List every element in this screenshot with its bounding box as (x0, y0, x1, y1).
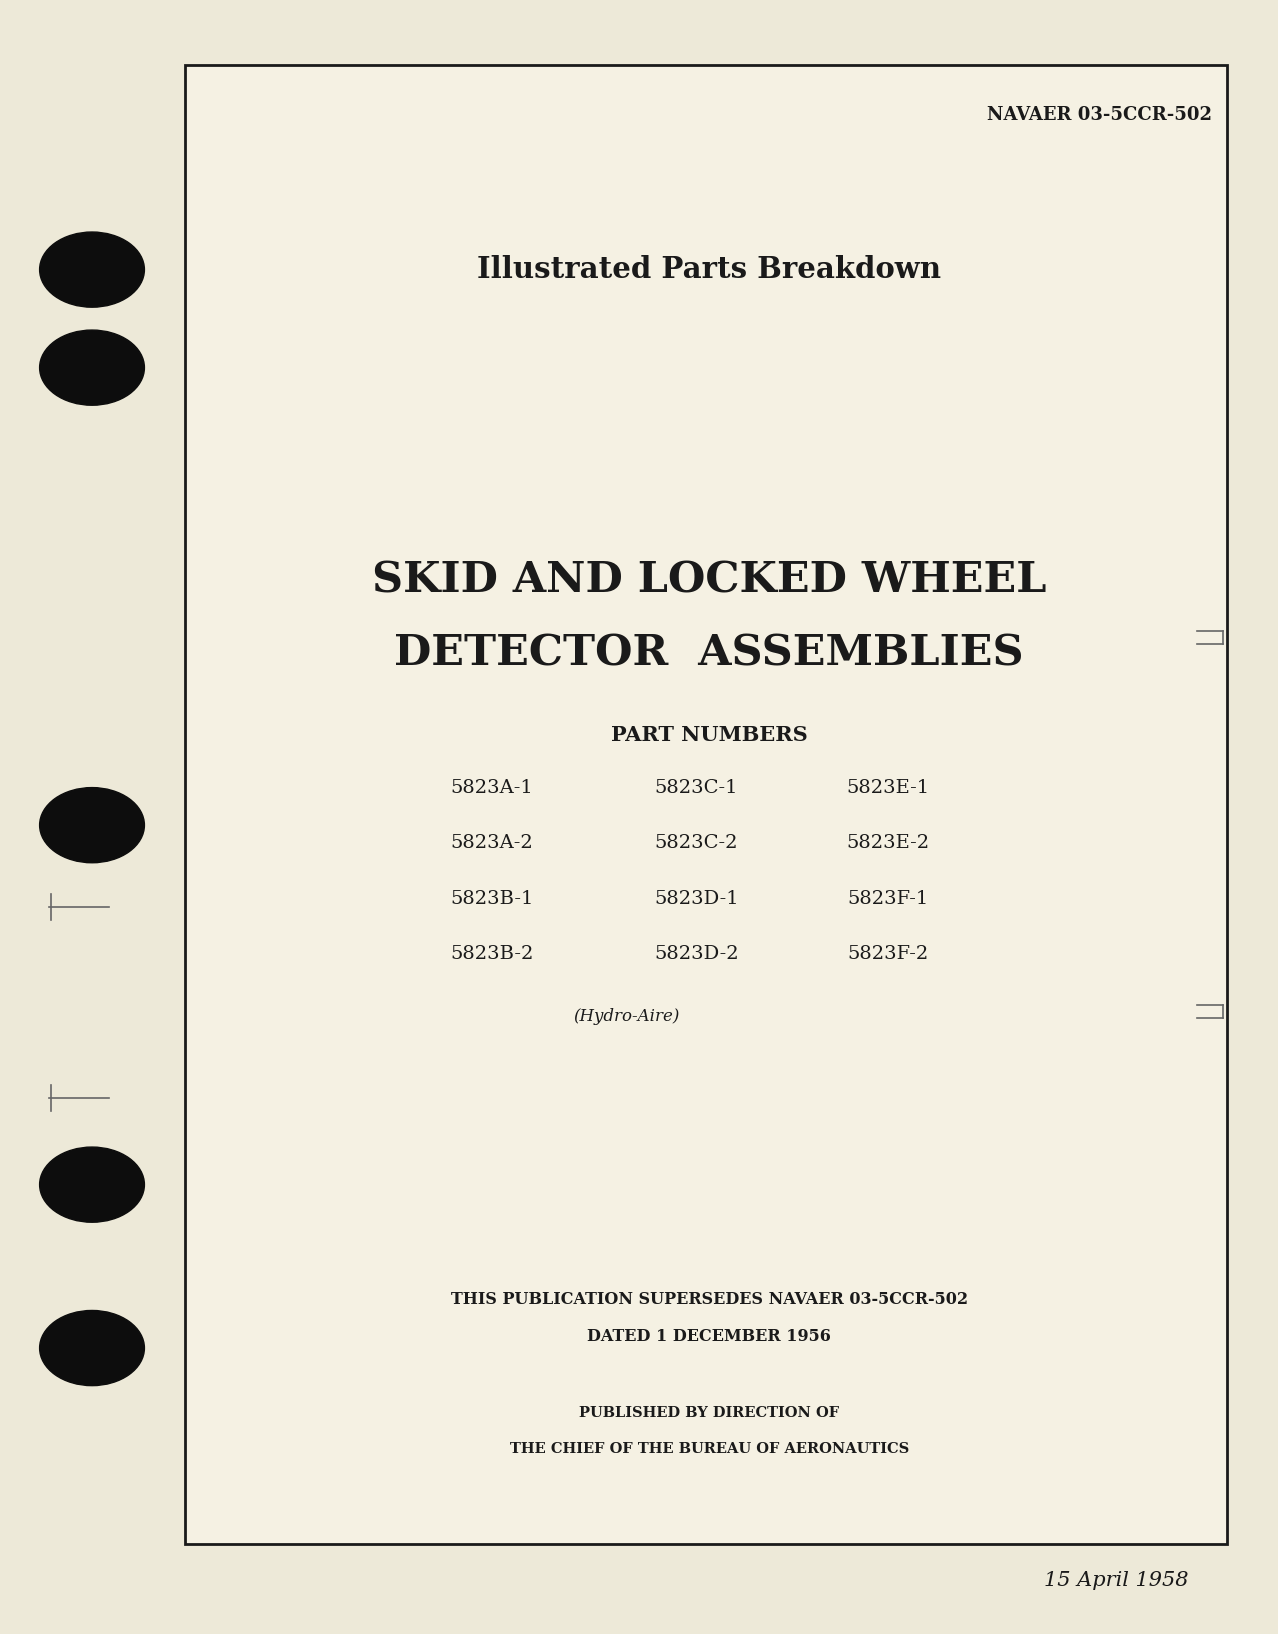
Text: (Hydro-Aire): (Hydro-Aire) (573, 1008, 680, 1025)
Text: 15 April 1958: 15 April 1958 (1044, 1570, 1189, 1590)
Text: PART NUMBERS: PART NUMBERS (611, 725, 808, 745)
Text: Illustrated Parts Breakdown: Illustrated Parts Breakdown (477, 255, 942, 284)
Text: 5823F-1: 5823F-1 (847, 889, 929, 909)
Text: 5823D-2: 5823D-2 (654, 944, 739, 964)
Text: PUBLISHED BY DIRECTION OF: PUBLISHED BY DIRECTION OF (579, 1407, 840, 1420)
Text: 5823A-1: 5823A-1 (451, 778, 533, 797)
Text: NAVAER 03-5CCR-502: NAVAER 03-5CCR-502 (987, 106, 1212, 124)
Text: 5823E-1: 5823E-1 (846, 778, 930, 797)
Text: THIS PUBLICATION SUPERSEDES NAVAER 03-5CCR-502: THIS PUBLICATION SUPERSEDES NAVAER 03-5C… (451, 1291, 967, 1307)
Ellipse shape (40, 788, 144, 863)
Ellipse shape (40, 1310, 144, 1386)
Text: 5823A-2: 5823A-2 (451, 833, 533, 853)
Text: 5823C-1: 5823C-1 (654, 778, 739, 797)
Ellipse shape (40, 330, 144, 405)
Text: SKID AND LOCKED WHEEL: SKID AND LOCKED WHEEL (372, 559, 1047, 601)
Bar (185, 65, 1227, 1544)
Text: DATED 1 DECEMBER 1956: DATED 1 DECEMBER 1956 (588, 1328, 831, 1345)
Text: THE CHIEF OF THE BUREAU OF AERONAUTICS: THE CHIEF OF THE BUREAU OF AERONAUTICS (510, 1443, 909, 1456)
Text: 5823B-2: 5823B-2 (450, 944, 534, 964)
Text: DETECTOR  ASSEMBLIES: DETECTOR ASSEMBLIES (395, 632, 1024, 675)
Text: 5823F-2: 5823F-2 (847, 944, 929, 964)
Text: 5823E-2: 5823E-2 (846, 833, 930, 853)
Ellipse shape (40, 1147, 144, 1222)
Ellipse shape (40, 232, 144, 307)
Text: 5823D-1: 5823D-1 (654, 889, 739, 909)
Text: 5823C-2: 5823C-2 (654, 833, 739, 853)
Text: 5823B-1: 5823B-1 (450, 889, 534, 909)
